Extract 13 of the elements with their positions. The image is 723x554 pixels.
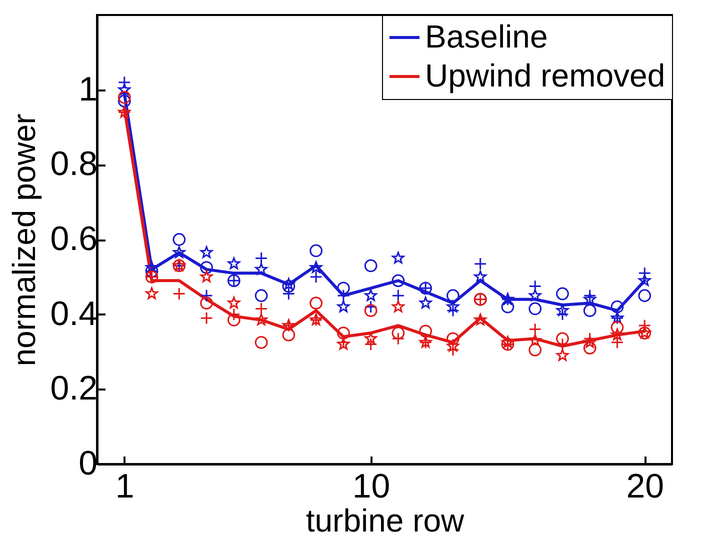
- legend-label: Upwind removed: [425, 58, 666, 94]
- x-tick-label: 1: [115, 468, 134, 506]
- y-axis-title: normalized power: [6, 113, 42, 366]
- y-tick-label: 1: [78, 70, 98, 108]
- y-tick-label: 0.2: [50, 370, 98, 408]
- legend-label: Baseline: [425, 18, 548, 54]
- y-tick-label: 0.8: [50, 145, 98, 184]
- x-axis-title: turbine row: [306, 502, 466, 538]
- x-tick-label: 20: [626, 468, 664, 506]
- y-tick-label: 0: [78, 444, 98, 482]
- x-tick-label: 10: [352, 468, 390, 506]
- y-tick-label: 0.6: [50, 220, 98, 258]
- y-tick-label: 0.4: [50, 294, 98, 333]
